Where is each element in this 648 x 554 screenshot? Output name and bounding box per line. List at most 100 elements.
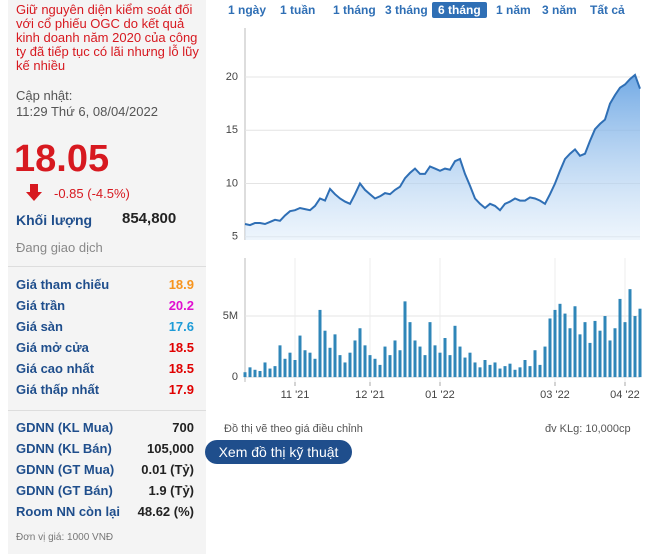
volume-bar	[338, 355, 342, 378]
volume-bar	[553, 309, 557, 378]
volume-bar	[573, 306, 577, 378]
volume-bar	[568, 328, 572, 378]
period-tab[interactable]: 1 ngày	[228, 3, 267, 17]
volume-bar	[513, 369, 517, 378]
volume-bar	[403, 301, 407, 378]
foreign-value: 48.62 (%)	[137, 504, 194, 519]
volume-bar	[443, 338, 447, 378]
volume-bar	[298, 335, 302, 378]
volume-bar	[578, 334, 582, 378]
volume-bar	[288, 352, 292, 378]
volume-bar	[293, 360, 297, 378]
volume-bar	[633, 316, 637, 378]
volume-bar	[303, 350, 307, 378]
volume-bar	[558, 303, 562, 378]
volume-bar	[268, 368, 272, 378]
volume-bar	[628, 289, 632, 378]
foreign-label: GDNN (KL Bán)	[16, 441, 112, 456]
volume-bar	[623, 322, 627, 378]
volume-bar	[398, 350, 402, 378]
volume-bar	[308, 352, 312, 378]
volume-bar	[488, 364, 492, 378]
foreign-label: GDNN (KL Mua)	[16, 420, 114, 435]
volume-bar	[463, 357, 467, 378]
volume-bar	[588, 342, 592, 378]
volume-bar	[483, 360, 487, 378]
volume-bar	[343, 362, 347, 378]
volume-bar	[523, 360, 527, 378]
period-tab[interactable]: 1 tuần	[280, 3, 316, 17]
volume-bar	[508, 363, 512, 378]
volume-bar	[418, 346, 422, 378]
volume-bar	[243, 372, 247, 378]
price-label: Giá cao nhất	[16, 361, 95, 376]
volume-bar	[328, 347, 332, 378]
volume-bar	[583, 322, 587, 378]
volume-bar	[333, 334, 337, 378]
volume-bar	[363, 345, 367, 378]
price-value: 20.2	[168, 298, 194, 313]
headline[interactable]: Giữ nguyên diện kiểm soát đối với cổ phi…	[16, 2, 199, 73]
volume-bar	[408, 322, 412, 378]
volume-bar	[528, 366, 532, 378]
volume-bar	[478, 367, 482, 378]
foreign-row: Room NN còn lại 48.62 (%)	[16, 504, 194, 519]
technical-chart-button[interactable]: Xem đồ thị kỹ thuật	[205, 440, 352, 464]
volume-bar	[593, 320, 597, 378]
down-arrow	[26, 184, 42, 201]
x-tick-label: 01 '22	[425, 389, 455, 401]
x-tick-label: 11 '21	[281, 389, 310, 401]
separator	[8, 266, 206, 267]
volume-bar	[498, 368, 502, 378]
price-line	[244, 73, 641, 227]
volume-bar	[373, 358, 377, 378]
x-tick-label: 03 '22	[540, 389, 570, 401]
period-tab[interactable]: 3 năm	[542, 3, 577, 17]
price-label: Giá trần	[16, 298, 66, 313]
volume-bar	[348, 352, 352, 378]
price-change: -0.85 (-4.5%)	[54, 186, 130, 201]
foreign-value: 0.01 (Tỷ)	[141, 462, 194, 477]
price-row: Giá cao nhất 18.5	[16, 361, 194, 376]
status: Đang giao dịch	[16, 240, 103, 255]
y-tick-label: 15	[226, 124, 238, 136]
y-tick-label: 0	[232, 371, 238, 383]
price-value: 18.9	[168, 277, 194, 292]
x-tick-label: 04 '22	[610, 389, 640, 401]
volume-bar	[518, 367, 522, 378]
price-row: Giá thấp nhất 17.9	[16, 382, 194, 397]
volume-bar	[438, 352, 442, 378]
volume-bar	[453, 325, 457, 378]
period-tab[interactable]: Tất cả	[590, 3, 625, 17]
volume-bar	[638, 308, 642, 378]
volume-bar	[323, 330, 327, 378]
adjusted-note: Đồ thị vẽ theo giá điều chỉnh	[224, 423, 363, 435]
price-row: Giá mở cửa 18.5	[16, 340, 194, 355]
period-tab[interactable]: 1 năm	[496, 3, 531, 17]
period-tab[interactable]: 1 tháng	[333, 3, 376, 17]
volume-bar	[313, 358, 317, 378]
volume-bar	[493, 362, 497, 378]
price-row: Giá trần 20.2	[16, 298, 194, 313]
volume-bar	[543, 346, 547, 378]
foreign-label: GDNN (GT Bán)	[16, 483, 113, 498]
price-value: 17.6	[168, 319, 194, 334]
volume-bar	[353, 340, 357, 378]
price-value: 18.5	[168, 340, 194, 355]
foreign-row: GDNN (KL Mua) 700	[16, 420, 194, 435]
foreign-label: Room NN còn lại	[16, 504, 121, 519]
price: 18.05	[14, 138, 110, 180]
volume-bar	[413, 340, 417, 378]
volume-bar	[318, 309, 322, 378]
update-time: 11:29 Thứ 6, 08/04/2022	[16, 104, 158, 119]
period-tab[interactable]: 3 tháng	[385, 3, 428, 17]
volume-bar	[433, 345, 437, 378]
volume-bar	[503, 366, 507, 378]
volume-bar	[393, 340, 397, 378]
volume-bar	[273, 366, 277, 378]
volume-bar	[248, 367, 252, 378]
volume-bar	[258, 371, 262, 378]
y-tick-label: 5	[232, 231, 238, 243]
period-tab[interactable]: 6 tháng	[432, 2, 487, 18]
price-value: 17.9	[168, 382, 194, 397]
